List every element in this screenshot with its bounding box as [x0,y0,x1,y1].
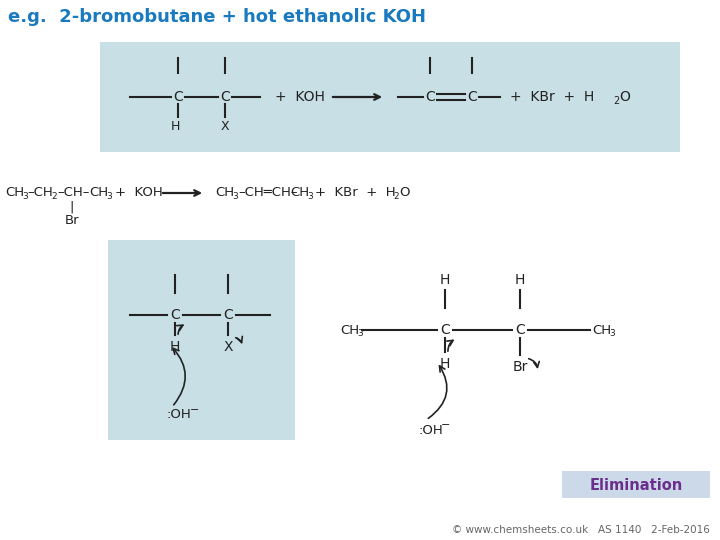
Text: −: − [190,405,199,415]
Text: O: O [399,186,410,199]
Text: H: H [170,340,180,354]
Text: 3: 3 [609,329,615,339]
Text: :OH: :OH [418,423,443,436]
Bar [108,240,295,440]
Text: 3: 3 [307,192,312,201]
Text: 2: 2 [613,96,619,106]
Text: Br: Br [65,213,79,226]
Text: |: | [70,200,74,213]
Bar [562,471,710,498]
Text: 2: 2 [393,192,399,201]
Text: H: H [171,120,180,133]
Text: –CH: –CH [27,186,53,199]
Text: CH: CH [290,186,309,199]
Text: 2: 2 [51,192,57,201]
Text: C: C [173,90,183,104]
Text: H: H [515,273,525,287]
Text: Br: Br [513,360,528,374]
Text: O: O [619,90,630,104]
Text: –CH═CH–: –CH═CH– [238,186,297,199]
Text: C: C [440,323,450,337]
Text: © www.chemsheets.co.uk   AS 1140   2-Feb-2016: © www.chemsheets.co.uk AS 1140 2-Feb-201… [452,525,710,535]
Text: 3: 3 [22,192,28,201]
Text: X: X [223,340,233,354]
Text: C: C [223,308,233,322]
Text: 3: 3 [357,329,363,339]
Text: C: C [515,323,525,337]
Text: CH: CH [340,323,359,336]
Text: Elimination: Elimination [590,477,683,492]
Text: :OH: :OH [167,408,192,422]
Text: 3: 3 [232,192,238,201]
Text: +  KOH: + KOH [275,90,325,104]
Text: X: X [221,120,229,133]
Text: CH: CH [215,186,234,199]
Text: C: C [220,90,230,104]
Text: −: − [441,420,451,430]
Text: C: C [170,308,180,322]
Text: C: C [467,90,477,104]
Text: CH: CH [592,323,611,336]
Text: H: H [440,273,450,287]
Text: CH: CH [89,186,108,199]
Text: CH: CH [5,186,24,199]
Text: +  KOH: + KOH [115,186,163,199]
Text: +  KBr  +  H: + KBr + H [315,186,395,199]
Text: +  KBr  +  H: + KBr + H [510,90,594,104]
Bar [100,42,680,152]
Text: C: C [425,90,435,104]
Text: H: H [440,357,450,371]
Text: 3: 3 [106,192,112,201]
Text: e.g.  2-bromobutane + hot ethanolic KOH: e.g. 2-bromobutane + hot ethanolic KOH [8,8,426,26]
Text: –CH–: –CH– [57,186,89,199]
